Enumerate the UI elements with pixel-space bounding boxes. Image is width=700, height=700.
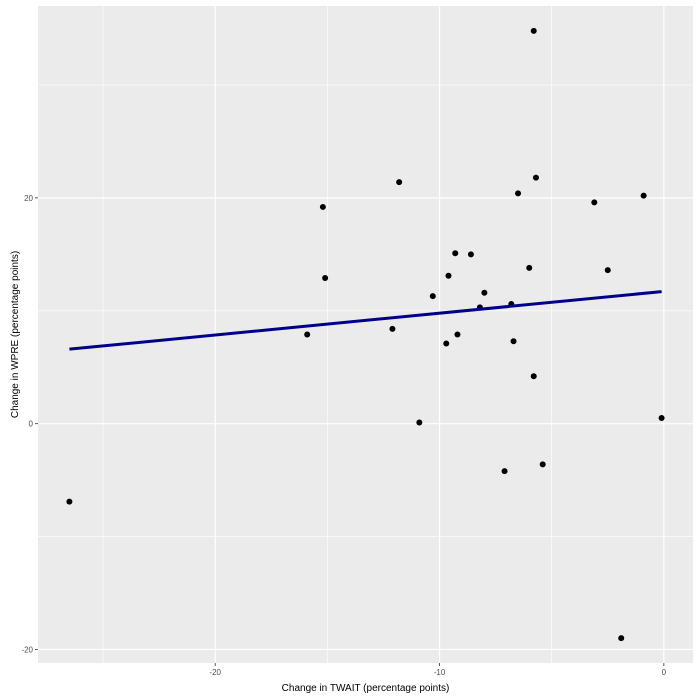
data-point	[530, 27, 537, 34]
data-point	[539, 461, 546, 468]
data-point	[526, 264, 533, 271]
data-point	[443, 340, 450, 347]
data-point	[429, 293, 436, 300]
data-point	[416, 419, 423, 426]
data-point	[66, 498, 73, 505]
data-point	[618, 635, 625, 642]
data-point	[640, 192, 647, 199]
data-point	[396, 179, 403, 186]
data-point	[532, 174, 539, 181]
data-point	[319, 203, 326, 210]
data-point	[454, 331, 461, 338]
minor-gridlines	[38, 6, 693, 663]
data-point	[467, 251, 474, 258]
data-point	[389, 325, 396, 332]
y-tick-label: -20	[21, 645, 33, 654]
plot-panel	[38, 6, 693, 663]
data-point	[515, 190, 522, 197]
y-tick-label: 0	[29, 420, 34, 429]
data-point	[481, 289, 488, 296]
data-point	[501, 468, 508, 475]
data-point	[658, 415, 665, 422]
y-axis-title: Change in WPRE (percentage points)	[10, 251, 21, 418]
y-axis-ticks: -20 0 20	[21, 194, 38, 654]
x-axis-ticks: -20 -10 0	[209, 663, 667, 677]
y-tick-label: 20	[24, 194, 33, 203]
x-tick-label: 0	[662, 668, 667, 677]
data-point	[322, 275, 329, 282]
regression-line	[69, 290, 662, 351]
x-tick-label: -10	[434, 668, 446, 677]
x-axis-title: Change in TWAIT (percentage points)	[282, 683, 450, 694]
data-point	[304, 331, 311, 338]
data-points	[66, 27, 665, 642]
data-point	[445, 272, 452, 279]
data-point	[604, 267, 611, 274]
data-point	[530, 373, 537, 380]
data-point	[591, 199, 598, 206]
x-tick-label: -20	[209, 668, 221, 677]
data-point	[452, 250, 459, 257]
data-point	[510, 338, 517, 345]
